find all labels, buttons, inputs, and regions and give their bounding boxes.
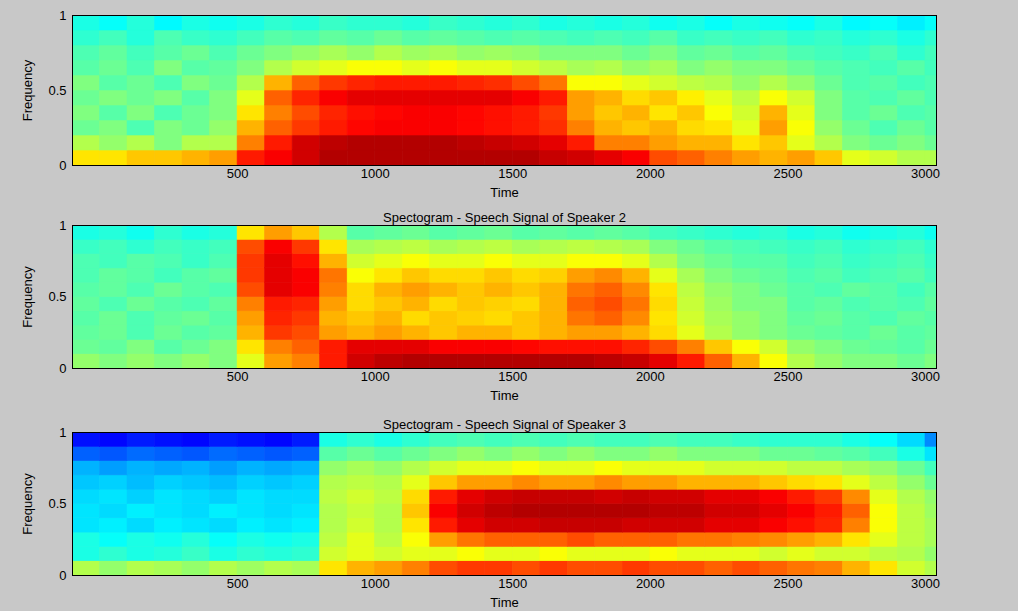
svg-text:1000: 1000 [361,166,390,181]
svg-text:2500: 2500 [773,166,802,181]
svg-text:3000: 3000 [911,576,940,591]
svg-text:Time: Time [490,388,518,403]
svg-text:500: 500 [227,369,249,384]
svg-text:2000: 2000 [636,166,665,181]
svg-text:Time: Time [490,185,518,200]
svg-text:1: 1 [59,218,66,233]
svg-text:0.5: 0.5 [48,83,66,98]
svg-text:500: 500 [227,166,249,181]
svg-text:Frequency: Frequency [20,473,35,535]
svg-text:Frequency: Frequency [20,266,35,328]
svg-text:2500: 2500 [773,369,802,384]
svg-text:1500: 1500 [498,369,527,384]
svg-text:Spectogram - Speech Signal of: Spectogram - Speech Signal of Speaker 2 [383,210,626,225]
svg-text:1: 1 [59,425,66,440]
svg-text:3000: 3000 [911,369,940,384]
svg-text:1000: 1000 [361,369,390,384]
svg-text:0: 0 [59,568,66,583]
svg-text:2000: 2000 [636,369,665,384]
svg-text:Time: Time [490,595,518,610]
svg-text:2500: 2500 [773,576,802,591]
svg-text:3000: 3000 [911,166,940,181]
svg-text:1000: 1000 [361,576,390,591]
svg-text:0.5: 0.5 [48,289,66,304]
svg-text:0.5: 0.5 [48,496,66,511]
svg-text:2000: 2000 [636,576,665,591]
svg-text:0: 0 [59,361,66,376]
svg-text:0: 0 [59,158,66,173]
svg-text:Spectogram - Speech Signal of: Spectogram - Speech Signal of Speaker 3 [383,417,626,432]
svg-text:500: 500 [227,576,249,591]
svg-text:1500: 1500 [498,576,527,591]
svg-text:1500: 1500 [498,166,527,181]
svg-text:1: 1 [59,8,66,23]
svg-text:Frequency: Frequency [20,59,35,121]
